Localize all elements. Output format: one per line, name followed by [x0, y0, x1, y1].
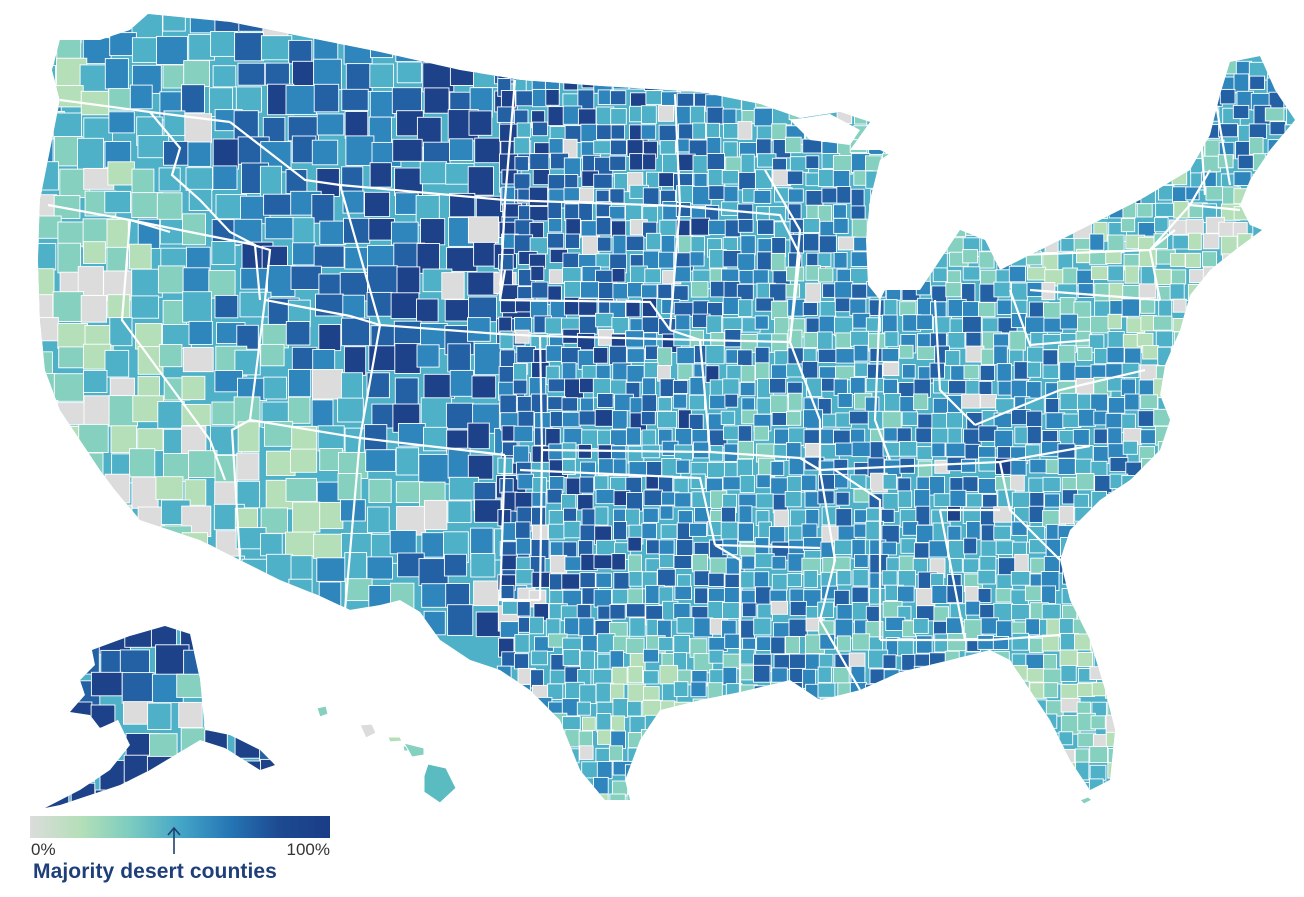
legend: 0% 100% Majority desert counties [30, 816, 332, 883]
up-arrow-icon [167, 826, 181, 854]
legend-color-scale [30, 816, 330, 838]
legend-max-label: 100% [286, 840, 330, 859]
legend-min-label: 0% [31, 840, 56, 859]
hawaii-islands [316, 705, 1093, 805]
legend-labels: 0% 100% [30, 838, 332, 859]
state-borders [47, 79, 1241, 700]
alaska-counties [45, 626, 275, 808]
contiguous-us-counties [38, 14, 1295, 800]
legend-title: Majority desert counties [33, 860, 277, 883]
lake-michigan [790, 114, 960, 300]
